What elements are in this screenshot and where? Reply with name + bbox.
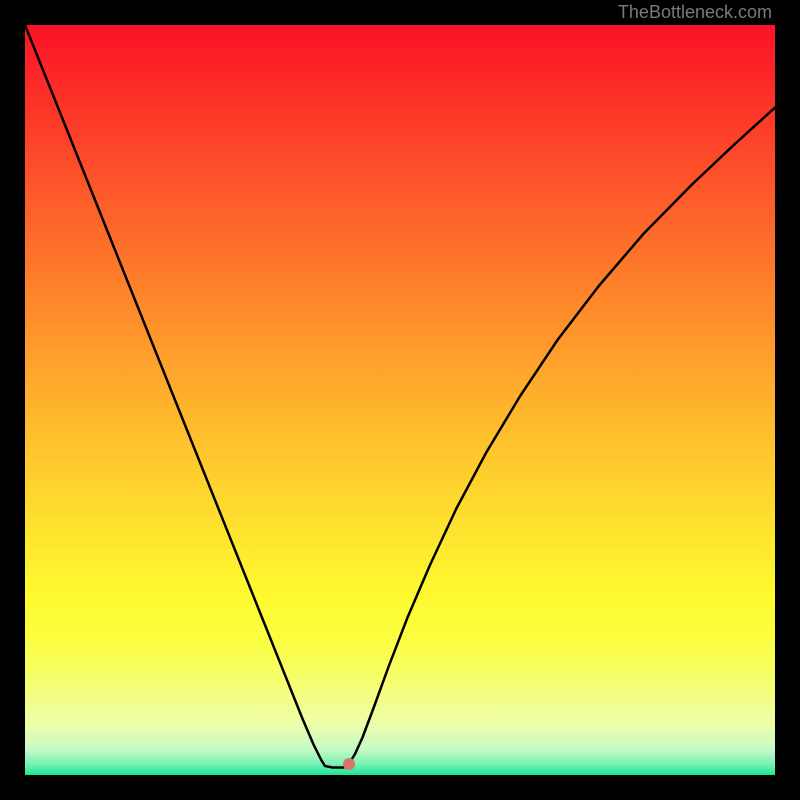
bottleneck-curve	[25, 25, 775, 775]
watermark-text: TheBottleneck.com	[618, 2, 772, 23]
plot-area	[25, 25, 775, 775]
optimum-marker	[343, 758, 355, 770]
